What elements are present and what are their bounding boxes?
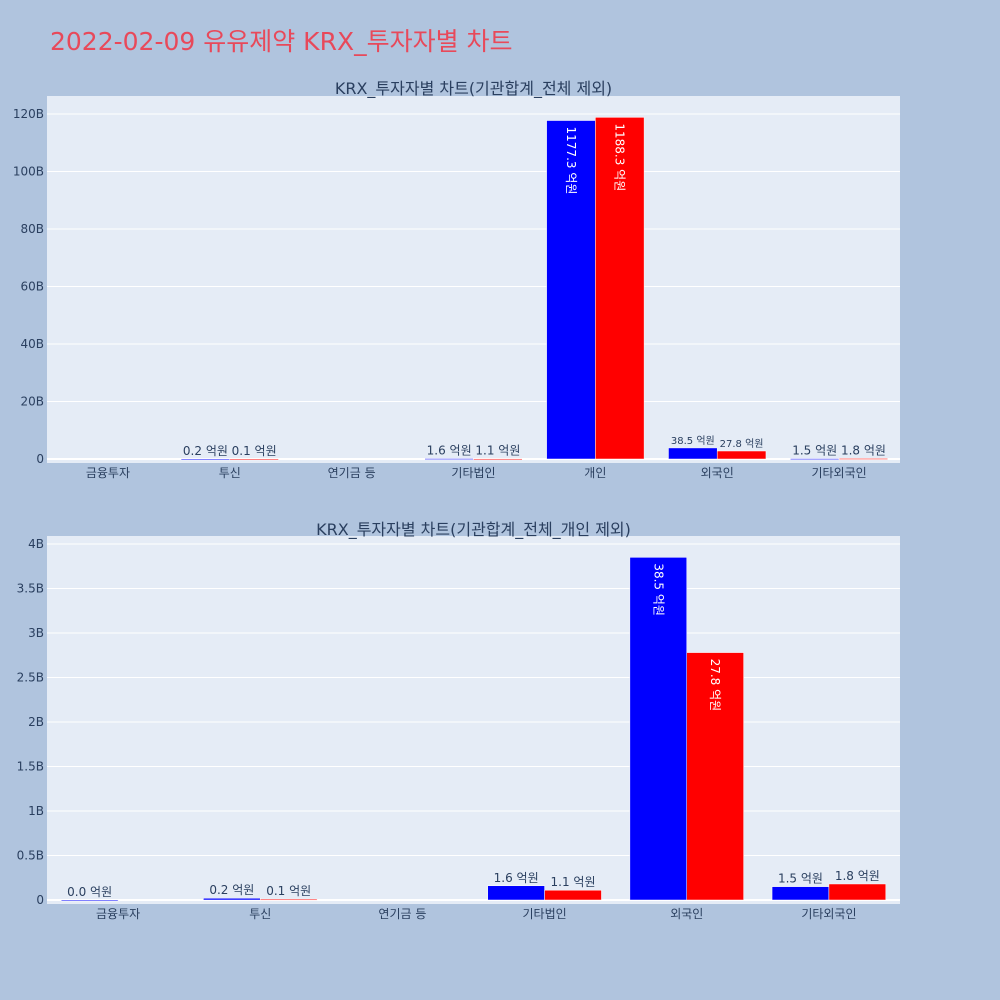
y-tick-label: 1B: [28, 804, 44, 818]
data-label: 0.2 억원: [209, 883, 254, 897]
data-label: 1.5 억원: [792, 444, 837, 458]
y-tick-label: 120B: [13, 107, 44, 121]
bar-series1: [771, 886, 830, 901]
x-tick-label: 개인: [584, 466, 606, 480]
bar-series2: [716, 450, 767, 460]
y-tick-label: 0: [36, 893, 44, 907]
y-tick-label: 0: [36, 452, 44, 466]
plot-area-1: [47, 96, 900, 463]
x-tick-label: 기타법인: [451, 466, 495, 480]
y-tick-label: 2.5B: [17, 671, 44, 685]
data-label: 0.0 억원: [67, 885, 112, 899]
x-tick-label: 연기금 등: [328, 466, 376, 480]
x-tick-label: 기타외국인: [801, 907, 856, 921]
y-tick-label: 3B: [28, 626, 44, 640]
plot-area-2: [47, 536, 900, 904]
x-tick-label: 기타법인: [522, 907, 566, 921]
x-tick-label: 연기금 등: [378, 907, 426, 921]
bar-series2: [260, 898, 318, 901]
data-label: 27.8 억원: [708, 659, 722, 712]
bar-series1: [424, 458, 474, 460]
y-tick-label: 2B: [28, 715, 44, 729]
x-tick-label: 투신: [219, 466, 241, 480]
data-label: 1.6 억원: [427, 444, 472, 458]
data-label: 1.5 억원: [778, 872, 823, 886]
y-tick-label: 80B: [20, 222, 44, 236]
x-tick-label: 외국인: [701, 466, 734, 480]
bar-series2: [595, 117, 645, 460]
data-label: 0.1 억원: [232, 444, 277, 458]
y-tick-label: 40B: [20, 337, 44, 351]
bar-series2: [473, 458, 523, 460]
data-label: 1.8 억원: [841, 443, 886, 457]
bar-series1: [629, 557, 688, 901]
page-title: 2022-02-09 유유제약 KRX_투자자별 차트: [50, 27, 513, 56]
bar-series1: [790, 458, 840, 460]
data-label: 1188.3 억원: [613, 123, 627, 191]
bar-series1: [668, 447, 718, 460]
x-tick-label: 금융투자: [86, 466, 130, 480]
x-tick-label: 기타외국인: [811, 466, 866, 480]
bar-series1: [487, 885, 545, 901]
data-label: 27.8 억원: [720, 438, 764, 450]
data-label: 1.6 억원: [494, 871, 539, 885]
data-label: 0.1 억원: [266, 884, 311, 898]
y-tick-label: 4B: [28, 537, 44, 551]
chart-title-1: KRX_투자자별 차트(기관합계_전체 제외): [335, 79, 612, 99]
bar-series1: [180, 458, 231, 461]
bar-series2: [544, 889, 602, 901]
bar-series2: [838, 458, 889, 460]
data-label: 1.1 억원: [551, 875, 596, 889]
bar-series2: [828, 883, 887, 901]
y-tick-label: 100B: [13, 165, 44, 179]
chart-title-2: KRX_투자자별 차트(기관합계_전체_개인 제외): [316, 520, 631, 540]
x-tick-label: 외국인: [670, 907, 703, 921]
bar-series1: [546, 120, 596, 460]
y-tick-label: 1.5B: [17, 760, 44, 774]
y-tick-label: 60B: [20, 280, 44, 294]
data-label: 1.1 억원: [475, 444, 520, 458]
data-label: 38.5 억원: [651, 563, 665, 616]
data-label: 1.8 억원: [835, 869, 880, 883]
data-label: 38.5 억원: [671, 435, 715, 447]
x-tick-label: 투신: [249, 907, 271, 921]
bar-series1: [203, 897, 261, 901]
data-label: 0.2 억원: [183, 444, 228, 458]
bar-series2: [686, 652, 744, 901]
y-tick-label: 20B: [20, 395, 44, 409]
x-tick-label: 금융투자: [96, 907, 140, 921]
data-label: 1177.3 억원: [564, 127, 578, 195]
y-tick-label: 3.5B: [17, 582, 44, 596]
bar-series1: [60, 899, 119, 902]
y-tick-label: 0.5B: [17, 849, 44, 863]
bar-series2: [229, 458, 279, 461]
